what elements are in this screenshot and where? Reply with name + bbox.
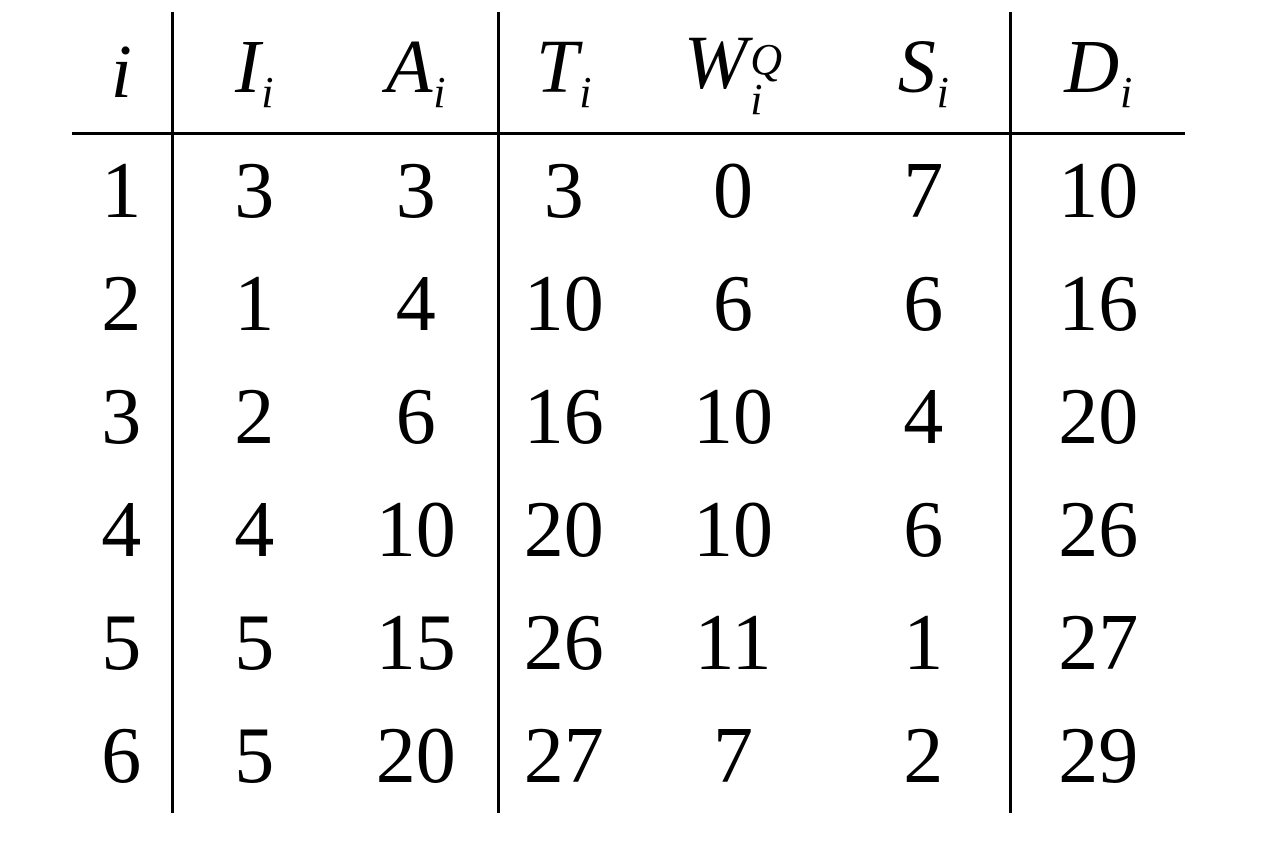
- table-cell: 10: [693, 486, 773, 574]
- var-W-sup: Q: [750, 34, 783, 84]
- table-row: 4 4 10 20 10 6 26: [72, 474, 1185, 587]
- var-A: A: [385, 25, 433, 110]
- table-cell: 11: [694, 599, 772, 687]
- table-cell: 20: [375, 712, 456, 800]
- table-row: 5 5 15 26 11 1 27: [72, 587, 1185, 700]
- table-cell: 16: [496, 361, 628, 474]
- table-cell: 10: [496, 248, 628, 361]
- table-cell: 27: [496, 700, 628, 813]
- var-S-sub: i: [936, 67, 949, 117]
- table-cell: 2: [170, 361, 335, 474]
- table-cell: 6: [713, 260, 753, 348]
- table-cell: 7: [713, 712, 753, 800]
- var-W-sub: i: [750, 74, 763, 124]
- table-cell: 6: [903, 260, 944, 348]
- var-A-sub: i: [433, 67, 446, 117]
- var-i: i: [110, 30, 132, 114]
- var-I-sub: i: [261, 67, 274, 117]
- table-cell: 4: [170, 474, 335, 587]
- var-W: W: [683, 20, 748, 105]
- table-row: 6 5 20 27 7 2 29: [72, 700, 1185, 813]
- table-cell: 3: [395, 147, 436, 235]
- table-cell: 3: [170, 133, 335, 248]
- table-cell: 3: [496, 133, 628, 248]
- table-cell: 15: [375, 599, 456, 687]
- table-cell: 4: [395, 260, 436, 348]
- table-cell: 20: [1008, 361, 1185, 474]
- table-row: 3 2 6 16 10 4 20: [72, 361, 1185, 474]
- table-cell: 3: [101, 373, 142, 461]
- var-S: S: [897, 25, 936, 110]
- table-cell: 0: [713, 147, 753, 235]
- header-cell-arrival: Ai: [335, 12, 498, 135]
- table-cell: 26: [1008, 474, 1185, 587]
- table-cell: 10: [375, 486, 456, 574]
- table-cell: 1: [170, 248, 335, 361]
- header-cell-departure: Di: [1008, 12, 1185, 135]
- header-cell-service: Si: [838, 12, 1010, 135]
- table-cell: 2: [101, 260, 142, 348]
- table-cell: 20: [496, 474, 628, 587]
- table-cell: 29: [1008, 700, 1185, 813]
- table-cell: 6: [903, 486, 944, 574]
- table-cell: 10: [693, 373, 773, 461]
- table-cell: 4: [903, 373, 944, 461]
- table-cell: 16: [1008, 248, 1185, 361]
- header-cell-start: Ti: [496, 12, 628, 135]
- table-cell: 10: [1008, 133, 1185, 248]
- table-cell: 1: [903, 599, 944, 687]
- table-cell: 4: [101, 486, 142, 574]
- table-cell: 5: [101, 599, 142, 687]
- header-cell-interarrival: Ii: [170, 12, 335, 135]
- var-I: I: [235, 25, 261, 110]
- table-cell: 7: [903, 147, 944, 235]
- table-cell: 6: [395, 373, 436, 461]
- table-cell: 26: [496, 587, 628, 700]
- var-D: D: [1064, 25, 1120, 110]
- var-T-sub: i: [579, 67, 592, 117]
- table-cell: 6: [101, 712, 142, 800]
- table-cell: 27: [1008, 587, 1185, 700]
- table-cell: 5: [170, 700, 335, 813]
- table-row: 1 3 3 3 0 7 10: [72, 133, 1185, 248]
- table-cell: 2: [903, 712, 944, 800]
- var-D-sub: i: [1120, 67, 1133, 117]
- var-T: T: [536, 25, 579, 110]
- table-cell: 1: [101, 147, 142, 235]
- table-row: 2 1 4 10 6 6 16: [72, 248, 1185, 361]
- table-cell: 5: [170, 587, 335, 700]
- header-cell-i: i: [72, 12, 172, 135]
